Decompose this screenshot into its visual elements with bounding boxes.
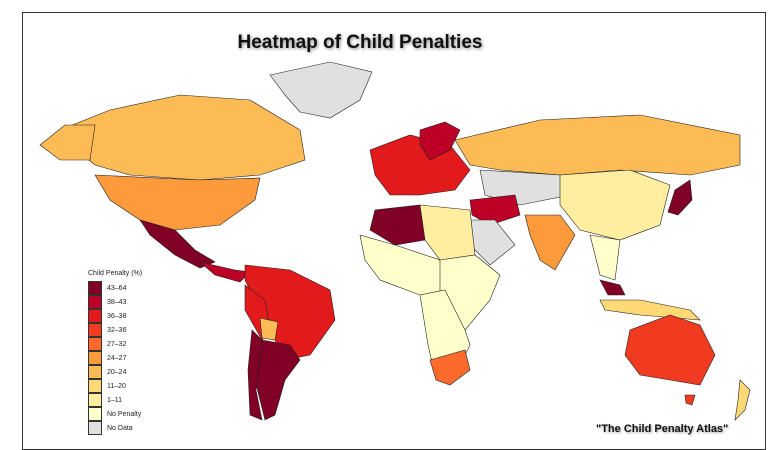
region-south-africa <box>429 349 471 386</box>
legend-item: 24–27 <box>88 351 142 365</box>
legend-item: 36–38 <box>88 309 142 323</box>
legend-swatch <box>88 393 102 407</box>
legend-item: 43–64 <box>88 281 142 295</box>
legend-swatch <box>88 337 102 351</box>
legend-item: No Data <box>88 421 142 435</box>
region-sahara <box>419 204 476 261</box>
region-greenland <box>269 61 373 119</box>
legend-label: 1–11 <box>107 396 123 404</box>
legend-swatch <box>88 421 102 435</box>
legend-label: No Data <box>107 424 133 432</box>
region-southeast-asia <box>589 234 621 281</box>
region-malaysia <box>599 279 626 296</box>
region-north-africa-algeria <box>369 204 426 246</box>
region-new-zealand <box>734 379 751 421</box>
legend-label: 38–43 <box>107 298 127 306</box>
legend-item: 1–11 <box>88 393 142 407</box>
legend-swatch <box>88 379 102 393</box>
region-chile <box>247 329 263 421</box>
legend-label: 43–64 <box>107 284 127 292</box>
legend-swatch <box>88 407 102 421</box>
credit-text: "The Child Penalty Atlas" <box>596 423 729 435</box>
legend-item: 38–43 <box>88 295 142 309</box>
legend-label: 32–36 <box>107 326 127 334</box>
legend-item: 20–24 <box>88 365 142 379</box>
legend-label: 11–20 <box>107 382 126 390</box>
legend-label: 36–38 <box>107 312 127 320</box>
region-middle-east <box>469 194 521 226</box>
region-japan <box>667 179 693 216</box>
region-argentina <box>254 339 301 421</box>
legend-label: No Penalty <box>107 410 142 418</box>
region-central-america <box>199 261 251 283</box>
region-russia <box>454 114 741 176</box>
legend-item: 32–36 <box>88 323 142 337</box>
region-paraguay <box>259 317 279 341</box>
legend-item: No Penalty <box>88 407 142 421</box>
map-title: Heatmap of Child Penalties <box>237 32 483 53</box>
legend-title: Child Penalty (%) <box>88 270 143 277</box>
legend-swatch <box>88 365 102 379</box>
legend-label: 27–32 <box>107 340 127 348</box>
region-usa <box>94 174 261 231</box>
legend-item: 11–20 <box>88 379 142 393</box>
legend-swatch <box>88 309 102 323</box>
legend-label: 24–27 <box>107 354 127 362</box>
legend-item: 27–32 <box>88 337 142 351</box>
region-australia <box>624 314 716 386</box>
legend-swatch <box>88 351 102 365</box>
legend: Child Penalty (%) 43–64 38–43 36–38 32–36 27… <box>88 270 142 435</box>
legend-label: 20–24 <box>107 368 127 376</box>
region-india <box>524 214 576 271</box>
region-canada <box>59 94 306 181</box>
legend-swatch <box>88 281 102 295</box>
region-alaska <box>39 124 96 161</box>
region-indonesia <box>599 299 701 321</box>
region-china <box>559 169 671 241</box>
legend-swatch <box>88 295 102 309</box>
region-scandinavia <box>419 121 461 161</box>
legend-swatch <box>88 323 102 337</box>
region-tasmania <box>684 394 696 406</box>
